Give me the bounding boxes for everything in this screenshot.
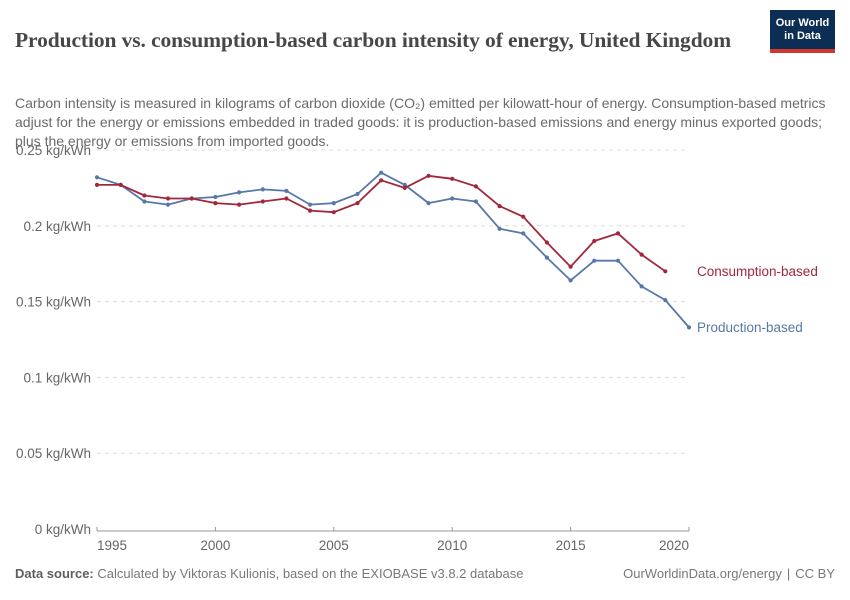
- y-axis-label: 0.1 kg/kWh: [23, 370, 91, 385]
- data-source: Data source: Calculated by Viktoras Kuli…: [15, 566, 524, 581]
- y-axis-label: 0.15 kg/kWh: [16, 295, 91, 310]
- production-based-marker: [473, 199, 478, 204]
- consumption-based-marker: [379, 178, 384, 183]
- production-based-marker: [331, 201, 336, 206]
- production-based-marker: [237, 190, 242, 195]
- x-axis-label: 2005: [319, 538, 349, 553]
- chart-area: 0 kg/kWh 0.05 kg/kWh 0.1 kg/kWh 0.15 kg/kWh…: [0, 130, 850, 565]
- production-based-marker: [497, 226, 502, 231]
- consumption-based-marker: [568, 264, 573, 269]
- production-based-marker: [663, 298, 668, 303]
- production-based-marker: [639, 284, 644, 289]
- owid-logo-line2: in Data: [784, 29, 821, 42]
- consumption-based-marker: [331, 210, 336, 215]
- production-based-marker: [450, 196, 455, 201]
- production-based-marker: [94, 175, 100, 180]
- production-based-marker: [592, 258, 597, 263]
- consumption-based-marker: [284, 196, 289, 201]
- x-axis-label: 2020: [659, 538, 689, 553]
- footer-separator: |: [786, 566, 791, 581]
- consumption-based-marker: [426, 173, 431, 178]
- footer-links: OurWorldinData.org/energy | CC BY: [623, 566, 835, 581]
- production-based-marker: [615, 258, 621, 263]
- consumption-based-marker: [615, 231, 621, 236]
- production-based-marker: [308, 202, 313, 207]
- production-based-marker: [544, 255, 550, 260]
- production-based-marker: [260, 187, 265, 192]
- consumption-based-marker: [189, 196, 194, 201]
- production-based-marker: [521, 231, 526, 236]
- production-based-marker: [426, 201, 431, 206]
- production-based-marker: [284, 188, 289, 193]
- consumption-based-marker: [308, 208, 313, 213]
- license-link[interactable]: CC BY: [795, 566, 835, 581]
- consumption-based-marker: [497, 204, 502, 209]
- production-based-marker: [165, 202, 171, 207]
- consumption-based-marker: [473, 184, 478, 189]
- consumption-based-marker: [142, 193, 147, 198]
- x-axis-label: 2010: [437, 538, 467, 553]
- y-axis-label: 0.2 kg/kWh: [23, 219, 91, 234]
- production-based-marker: [402, 182, 407, 187]
- chart-subtitle: Carbon intensity is measured in kilogram…: [15, 95, 826, 150]
- consumption-based-marker: [237, 202, 242, 207]
- consumption-based-marker: [592, 238, 597, 244]
- consumption-based-marker: [118, 182, 123, 187]
- x-axis-label: 2000: [200, 538, 230, 553]
- production-based-marker: [213, 194, 218, 200]
- consumption-based-marker: [402, 185, 407, 190]
- x-axis-label: 2015: [556, 538, 586, 553]
- consumption-based-marker: [663, 269, 668, 274]
- production-based-line: [96, 171, 690, 328]
- data-source-label: Data source:: [15, 566, 94, 581]
- production-based-marker: [379, 170, 384, 175]
- consumption-based-marker: [355, 201, 360, 206]
- consumption-based-marker: [450, 176, 455, 181]
- y-axis-label: 0.05 kg/kWh: [16, 446, 91, 461]
- data-source-text: Calculated by Viktoras Kulionis, based o…: [93, 566, 524, 581]
- x-axis-label: 1995: [97, 538, 127, 553]
- chart-canvas: 0 kg/kWh 0.05 kg/kWh 0.1 kg/kWh 0.15 kg/kWh…: [16, 143, 818, 553]
- consumption-based-marker: [94, 182, 100, 187]
- consumption-based-marker: [165, 196, 171, 201]
- consumption-based-line: [97, 174, 666, 273]
- owid-logo-line1: Our World: [775, 16, 830, 29]
- production-based-marker: [355, 191, 360, 197]
- consumption-based-marker: [260, 199, 265, 204]
- owid-link[interactable]: OurWorldinData.org/energy: [623, 566, 782, 581]
- production-based-marker: [568, 278, 573, 283]
- owid-logo[interactable]: Our World in Data: [770, 10, 835, 53]
- page-title: Production vs. consumption-based carbon …: [15, 28, 732, 53]
- y-axis-label: 0.25 kg/kWh: [16, 143, 91, 158]
- consumption-based-marker: [544, 240, 550, 245]
- production-based-marker: [142, 199, 147, 204]
- legend-production-based: Production-based: [697, 320, 803, 335]
- legend-consumption-based: Consumption-based: [697, 264, 818, 279]
- chart-footer: Data source: Calculated by Viktoras Kuli…: [15, 566, 835, 581]
- consumption-based-marker: [639, 252, 644, 257]
- consumption-based-marker: [213, 201, 218, 206]
- y-axis-label: 0 kg/kWh: [35, 522, 91, 537]
- consumption-based-marker: [521, 214, 526, 219]
- production-based-marker: [686, 325, 692, 330]
